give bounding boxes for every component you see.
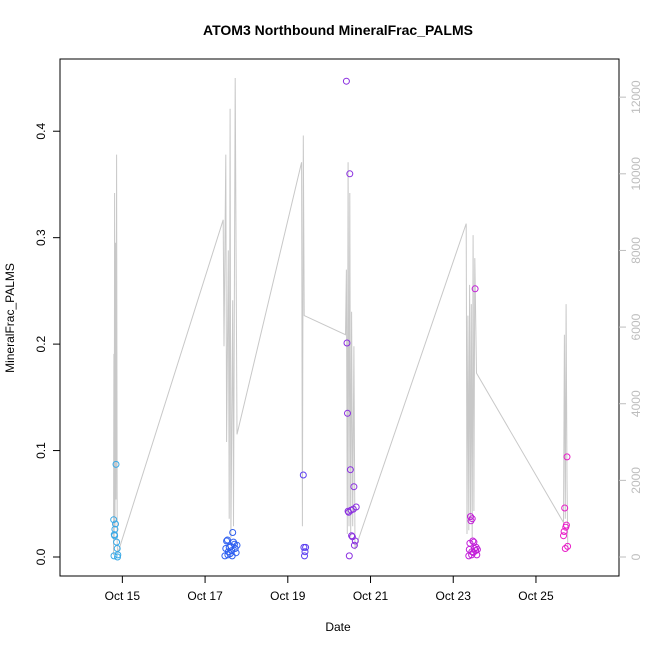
plot-frame — [59, 58, 620, 577]
data-point — [228, 552, 236, 560]
y2-tick-label: 2000 — [629, 467, 643, 494]
data-point — [299, 471, 307, 479]
y2-tick-label: 8000 — [629, 237, 643, 264]
x-tick-label: Oct 15 — [105, 589, 141, 603]
data-point — [468, 548, 476, 556]
data-point — [351, 537, 359, 545]
x-tick-label: Oct 25 — [518, 589, 554, 603]
y2-tick-label: 12000 — [629, 80, 643, 114]
data-point — [301, 552, 308, 560]
data-point — [112, 460, 120, 468]
chart-title: ATOM3 Northbound MineralFrac_PALMS — [203, 22, 473, 38]
data-point — [471, 285, 479, 293]
y-tick-label: 0.1 — [34, 442, 48, 459]
y2-tick-label: 10000 — [629, 157, 643, 191]
data-point — [110, 552, 118, 560]
data-point — [344, 409, 351, 417]
data-point — [468, 551, 476, 559]
data-point — [473, 551, 481, 559]
data-point — [352, 503, 360, 511]
y2-tick-label: 0 — [629, 553, 643, 560]
data-point — [561, 545, 569, 552]
data-point — [114, 553, 121, 561]
data-point — [345, 508, 353, 516]
data-point — [563, 453, 571, 461]
data-point — [302, 543, 310, 551]
data-point — [350, 483, 358, 491]
data-point — [301, 548, 309, 556]
data-point — [111, 532, 119, 540]
plot-area: Oct 15 Oct 17 Oct 19 Oct 21 Oct 23 Oct 25 0.0 0… — [34, 58, 643, 603]
data-point — [229, 529, 237, 536]
data-point — [562, 521, 570, 529]
y2-tick-label: 4000 — [629, 390, 643, 417]
data-point — [564, 542, 572, 550]
y-axis-label: MineralFrac_PALMS — [3, 263, 17, 373]
data-point — [223, 537, 231, 545]
data-point — [224, 551, 232, 559]
data-point — [346, 170, 354, 178]
data-point — [233, 541, 241, 549]
data-point — [560, 528, 568, 535]
x-tick-label: Oct 19 — [270, 589, 306, 603]
data-point — [348, 532, 356, 540]
altitude-trace-line — [113, 77, 569, 556]
data-point — [342, 77, 350, 85]
x-tick-label: Oct 21 — [353, 589, 389, 603]
data-point — [472, 547, 480, 555]
y-tick-label: 0.0 — [34, 548, 48, 565]
data-point — [343, 339, 351, 347]
y-tick-label: 0.3 — [34, 229, 48, 246]
x-axis-label: Date — [325, 620, 351, 634]
data-point — [110, 516, 118, 524]
x-tick-label: Oct 17 — [187, 589, 223, 603]
data-point — [112, 520, 119, 528]
data-point — [113, 538, 121, 546]
data-point — [560, 532, 567, 540]
data-point — [561, 504, 569, 512]
data-point — [224, 536, 231, 544]
x-tick-label: Oct 23 — [436, 589, 472, 603]
data-point — [346, 466, 354, 474]
data-point — [228, 547, 236, 555]
data-point — [468, 515, 476, 523]
data-point — [469, 537, 477, 545]
y-tick-label: 0.4 — [34, 123, 48, 140]
y2-tick-label: 6000 — [629, 313, 643, 340]
data-point — [350, 541, 358, 549]
data-point — [467, 513, 474, 521]
y-tick-label: 0.2 — [34, 335, 48, 352]
data-point — [345, 552, 353, 560]
